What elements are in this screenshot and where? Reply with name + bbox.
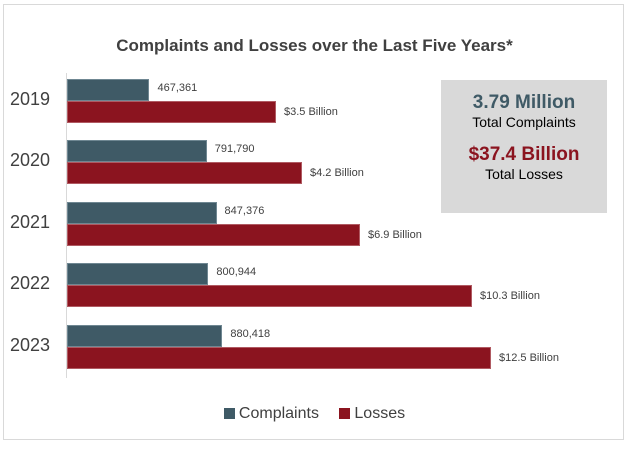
legend-item-complaints: Complaints: [223, 405, 319, 422]
chart-title: Complaints and Losses over the Last Five…: [116, 36, 513, 55]
summary-box: 3.79 Million Total Complaints $37.4 Bill…: [441, 80, 607, 213]
data-label-complaints: 800,944: [216, 266, 257, 278]
legend: Complaints Losses: [0, 405, 629, 423]
legend-item-losses: Losses: [339, 405, 405, 422]
y-tick-label: 2022: [10, 273, 51, 293]
total-losses-value: $37.4 Billion: [468, 144, 580, 165]
bar-losses: [67, 101, 276, 123]
y-tick-label: 2019: [10, 89, 51, 109]
bar-complaints: [67, 140, 207, 162]
bar-losses: [67, 285, 472, 307]
bar-complaints: [67, 325, 223, 347]
legend-label-complaints: Complaints: [238, 405, 319, 422]
data-label-complaints: 880,418: [230, 328, 271, 340]
y-tick-label: 2021: [10, 212, 51, 232]
y-tick-label: 2023: [10, 335, 51, 355]
legend-swatch-losses: [339, 408, 351, 419]
legend-label-losses: Losses: [354, 405, 406, 422]
bar-complaints: [67, 79, 150, 101]
data-label-complaints: 791,790: [214, 143, 255, 155]
data-label-losses: $12.5 Billion: [499, 352, 559, 364]
chart-frame: [3, 4, 624, 440]
data-label-complaints: 467,361: [157, 82, 198, 94]
y-axis-line: [66, 73, 67, 378]
data-label-losses: $4.2 Billion: [310, 167, 364, 179]
total-complaints-value: 3.79 Million: [472, 92, 576, 113]
bar-complaints: [67, 202, 217, 224]
legend-swatch-complaints: [223, 408, 235, 419]
bar-losses: [67, 162, 302, 184]
data-label-losses: $10.3 Billion: [480, 290, 540, 302]
total-losses-label: Total Losses: [485, 166, 563, 182]
y-tick-label: 2020: [10, 150, 51, 170]
data-label-complaints: 847,376: [224, 205, 265, 217]
bar-losses: [67, 224, 360, 246]
data-label-losses: $6.9 Billion: [368, 229, 422, 241]
bar-losses: [67, 347, 491, 369]
bar-complaints: [67, 263, 209, 285]
data-label-losses: $3.5 Billion: [284, 106, 338, 118]
total-complaints-label: Total Complaints: [472, 114, 576, 130]
